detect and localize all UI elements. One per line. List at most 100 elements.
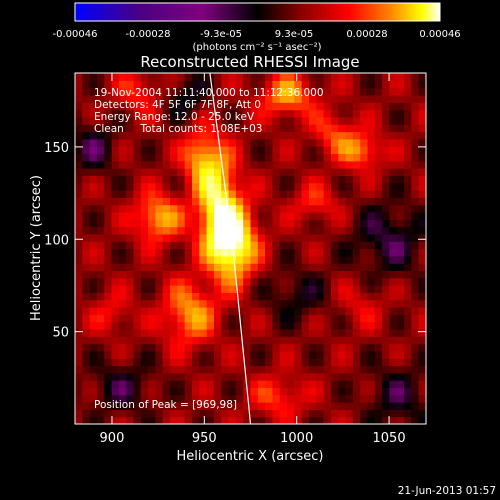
heatmap-cell <box>111 387 120 396</box>
heatmap-cell <box>404 328 412 337</box>
heatmap-cell <box>287 358 295 367</box>
heatmap-cell <box>170 182 178 191</box>
heatmap-cell <box>75 255 83 264</box>
heatmap-cell <box>396 153 405 162</box>
heatmap-cell <box>148 197 157 206</box>
heatmap-cell <box>118 387 127 396</box>
heatmap-cell <box>323 380 332 389</box>
heatmap-cell <box>301 255 310 264</box>
heatmap-cell <box>345 365 354 374</box>
heatmap-cell <box>272 380 281 389</box>
heatmap-cell <box>126 219 135 228</box>
heatmap-cell <box>367 102 376 111</box>
heatmap-cell <box>133 190 142 198</box>
heatmap-cell <box>206 146 215 155</box>
heatmap-cell <box>206 102 215 111</box>
heatmap-cell <box>104 409 113 418</box>
heatmap-cell <box>404 358 412 367</box>
heatmap-cell <box>148 321 157 330</box>
heatmap-cell <box>316 394 325 403</box>
heatmap-cell <box>360 292 369 301</box>
heatmap-cell <box>75 109 83 118</box>
heatmap-cell <box>287 94 295 103</box>
heatmap-cell <box>250 307 259 315</box>
heatmap-cell <box>155 270 164 279</box>
heatmap-cell <box>140 175 149 184</box>
heatmap-cell <box>309 73 317 81</box>
heatmap-cell <box>126 380 135 389</box>
heatmap-cell <box>301 321 310 330</box>
heatmap-cell <box>287 270 295 279</box>
heatmap-cell <box>199 350 208 359</box>
heatmap-cell <box>382 153 391 162</box>
heatmap-cell <box>316 190 325 198</box>
heatmap-cell <box>338 394 347 403</box>
heatmap-cell <box>140 73 149 81</box>
heatmap-cell <box>213 277 222 286</box>
heatmap-cell <box>279 270 288 279</box>
heatmap-cell <box>192 307 200 315</box>
heatmap-cell <box>184 146 193 155</box>
heatmap-cell <box>294 270 303 279</box>
heatmap-cell <box>418 402 426 410</box>
heatmap-cell <box>265 270 274 279</box>
heatmap-cell <box>323 226 332 235</box>
heatmap-cell <box>206 233 215 242</box>
heatmap-cell <box>294 328 303 337</box>
heatmap-cell <box>316 285 325 293</box>
heatmap-cell <box>389 292 398 301</box>
heatmap-cell <box>228 248 237 257</box>
heatmap-cell <box>82 248 91 257</box>
heatmap-cell <box>411 124 420 133</box>
heatmap-cell <box>96 285 105 293</box>
heatmap-cell <box>338 233 347 242</box>
heatmap-cell <box>338 350 347 359</box>
heatmap-cell <box>330 146 339 155</box>
heatmap-cell <box>228 387 237 396</box>
heatmap-cell <box>250 233 259 242</box>
heatmap-cell <box>323 336 332 345</box>
heatmap-cell <box>301 248 310 257</box>
heatmap-cell <box>257 402 266 410</box>
heatmap-cell <box>323 321 332 330</box>
heatmap-cell <box>82 277 91 286</box>
heatmap-cell <box>170 138 178 147</box>
heatmap-cell <box>184 336 193 345</box>
heatmap-cell <box>309 307 317 315</box>
heatmap-cell <box>111 226 120 235</box>
heatmap-cell <box>206 416 215 424</box>
heatmap-cell <box>177 343 186 352</box>
heatmap-cell <box>206 190 215 198</box>
heatmap-cell <box>345 197 354 206</box>
heatmap-cell <box>360 380 369 389</box>
heatmap-cell <box>345 190 354 198</box>
heatmap-cell <box>374 153 383 162</box>
heatmap-cell <box>272 248 281 257</box>
heatmap-cell <box>104 336 113 345</box>
heatmap-cell <box>104 160 113 169</box>
heatmap-cell <box>345 94 354 103</box>
heatmap-cell <box>75 307 83 315</box>
heatmap-cell <box>345 138 354 147</box>
heatmap-cell <box>250 226 259 235</box>
heatmap-cell <box>170 219 178 228</box>
heatmap-cell <box>199 372 208 381</box>
heatmap-cell <box>301 343 310 352</box>
heatmap-cell <box>235 182 244 191</box>
heatmap-cell <box>374 358 383 367</box>
heatmap-cell <box>345 409 354 418</box>
heatmap-cell <box>389 248 398 257</box>
heatmap-cell <box>389 336 398 345</box>
heatmap-cell <box>133 211 142 220</box>
heatmap-cell <box>192 409 200 418</box>
heatmap-cell <box>228 270 237 279</box>
heatmap-cell <box>418 343 426 352</box>
heatmap-cell <box>118 241 127 250</box>
heatmap-cell <box>345 182 354 191</box>
heatmap-cell <box>75 197 83 206</box>
heatmap-cell <box>192 182 200 191</box>
heatmap-cell <box>338 197 347 206</box>
heatmap-cell <box>104 102 113 111</box>
heatmap-cell <box>170 292 178 301</box>
heatmap-cell <box>279 87 288 96</box>
